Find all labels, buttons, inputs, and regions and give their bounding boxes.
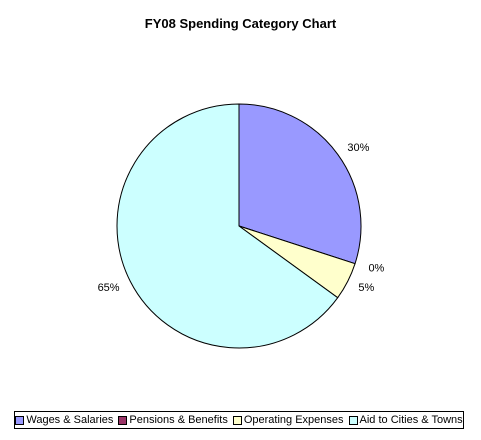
legend-item-aid: Aid to Cities & Towns: [348, 414, 463, 426]
legend-label-operating: Operating Expenses: [243, 414, 344, 426]
chart-title: FY08 Spending Category Chart: [144, 16, 337, 31]
slice-label-pensions-benefits: 0%: [368, 262, 384, 274]
legend-label-wages: Wages & Salaries: [26, 414, 114, 426]
legend-item-pensions: Pensions & Benefits: [118, 414, 228, 426]
legend-label-pensions: Pensions & Benefits: [129, 414, 228, 426]
legend-swatch-aid: [348, 415, 358, 425]
pie-slice-wages-salaries: [238, 103, 362, 265]
pie-slice-aid-to-cities-towns: [116, 103, 339, 349]
legend-item-wages: Wages & Salaries: [15, 414, 113, 426]
legend-swatch-pensions: [118, 415, 128, 425]
legend-item-operating: Operating Expenses: [232, 414, 344, 426]
slice-label-aid-to-cities-towns: 65%: [98, 282, 120, 294]
legend-swatch-wages: [15, 415, 25, 425]
legend: Wages & Salaries Pensions & Benefits Ope…: [14, 411, 464, 429]
slice-label-wages-salaries: 30%: [347, 142, 369, 154]
legend-swatch-operating: [232, 415, 242, 425]
legend-label-aid: Aid to Cities & Towns: [359, 414, 463, 426]
slice-label-operating-expenses: 5%: [358, 282, 374, 294]
